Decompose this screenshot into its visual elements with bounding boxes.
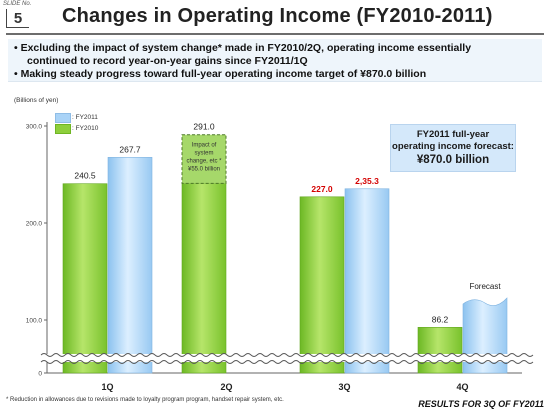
data-label-fy2011-1Q: 267.7	[119, 144, 141, 154]
impact-note-line-1: system	[194, 151, 213, 157]
forecast-callout-value: ¥870.0 billion	[416, 154, 490, 166]
y-tick-label-3: 300.0	[26, 124, 43, 131]
page-title: Changes in Operating Income (FY2010-2011…	[62, 5, 493, 27]
footnote: * Reduction in allowances due to revisio…	[6, 397, 284, 403]
data-label-fy2010-4Q: 86.2	[432, 314, 449, 324]
axis-break-line-top	[40, 353, 534, 357]
legend-swatch-fy2010	[55, 124, 71, 134]
summary-bullets: • Excluding the impact of system change*…	[8, 39, 542, 82]
data-label-fy2010-3Q: 227.0	[311, 184, 333, 194]
bar-fy2010-1Q	[62, 183, 108, 374]
x-tick-label-3Q: 3Q	[338, 382, 350, 392]
x-tick-label-2Q: 2Q	[220, 382, 232, 392]
bar-fy2011-1Q	[107, 157, 153, 374]
forecast-callout: FY2011 full-year operating income foreca…	[390, 124, 516, 172]
y-tick-label-0: 0	[38, 371, 42, 378]
footer-title: RESULTS FOR 3Q OF FY2011	[418, 399, 544, 409]
impact-note-line-2: change, etc *	[186, 159, 222, 165]
x-tick-label-4Q: 4Q	[456, 382, 468, 392]
forecast-callout-line2: operating income forecast:	[392, 141, 514, 152]
title-divider	[6, 33, 544, 35]
slide-number: 5	[6, 9, 29, 28]
data-label-2q-total: 291.0	[193, 122, 215, 132]
axis-break-band	[41, 354, 522, 362]
bar-system-change-impact	[181, 134, 227, 184]
bullet-1: • Excluding the impact of system change*…	[14, 42, 472, 54]
bar-fy2010-4Q	[417, 327, 463, 374]
data-label-fy2011-3Q: 2,35.3	[355, 176, 379, 186]
y-tick-label-1: 100.0	[26, 318, 43, 325]
bar-fy2010-2Q	[181, 183, 227, 374]
x-tick-label-1Q: 1Q	[101, 382, 113, 392]
legend-swatch-fy2011	[55, 113, 71, 123]
bullet-2: • Making steady progress toward full-yea…	[14, 68, 427, 80]
bar-fy2010-3Q	[299, 196, 345, 374]
impact-note-line-0: Impact of	[192, 143, 217, 149]
forecast-callout-line1: FY2011 full-year	[416, 129, 490, 140]
axis-break-line-bottom	[40, 360, 534, 364]
data-label-fy2010-1Q: 240.5	[74, 171, 96, 181]
legend-label-fy2010: : FY2010	[72, 125, 99, 132]
legend-label-fy2011: : FY2011	[72, 114, 98, 121]
y-axis-unit-label: (Billions of yen)	[14, 97, 59, 104]
bullet-1-continued: continued to record year-on-year gains s…	[27, 55, 308, 67]
slide-number-label: SLIDE No.	[3, 1, 32, 7]
forecast-label: Forecast	[469, 282, 501, 291]
y-tick-label-2: 200.0	[26, 221, 43, 228]
impact-note-line-3: ¥55.0 billion	[188, 167, 220, 173]
bar-fy2011-3Q	[344, 188, 390, 374]
